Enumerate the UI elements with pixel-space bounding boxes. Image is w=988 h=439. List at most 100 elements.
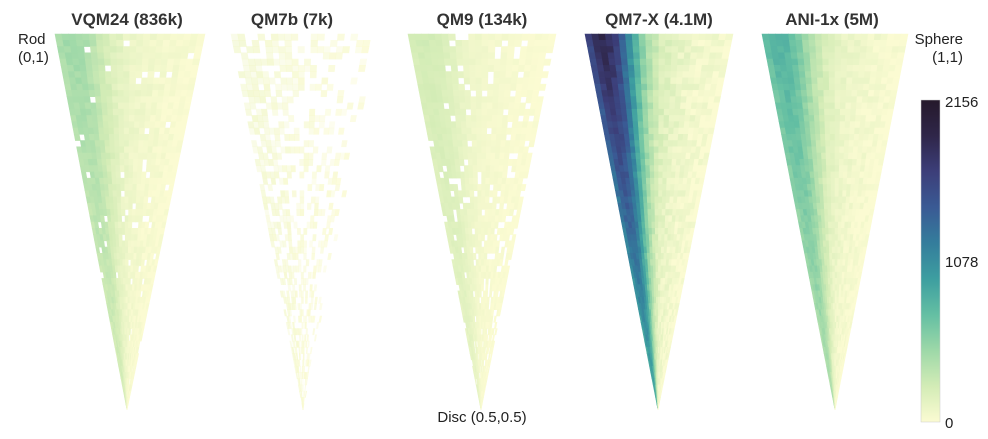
density-cell [803, 115, 810, 123]
density-cell [859, 58, 867, 66]
density-cell [498, 90, 506, 97]
density-cell [866, 46, 874, 54]
density-cell [811, 146, 818, 154]
density-cell [484, 365, 487, 373]
density-cell [806, 90, 814, 97]
density-cell [505, 71, 513, 79]
density-cell [129, 90, 136, 97]
density-cell [509, 227, 515, 235]
density-cell [414, 33, 423, 41]
density-cell [487, 96, 494, 104]
density-cell [316, 321, 320, 329]
density-cell [490, 152, 496, 160]
density-cell [477, 202, 482, 210]
density-cell [233, 46, 242, 54]
density-cell [853, 140, 860, 148]
density-cell [260, 165, 267, 173]
density-cell [781, 33, 790, 41]
density-cell [708, 121, 716, 129]
density-cell [665, 33, 673, 41]
density-cell [451, 127, 458, 135]
density-cell [110, 165, 117, 173]
density-cell [658, 246, 662, 254]
density-cell [468, 52, 476, 60]
density-cell [276, 221, 282, 229]
density-cell [648, 140, 655, 148]
density-cell [481, 159, 487, 166]
density-cell [658, 152, 664, 160]
density-cell [520, 184, 527, 191]
density-cell [102, 39, 111, 47]
density-cell [150, 102, 158, 110]
density-cell [843, 159, 849, 166]
density-cell [144, 221, 150, 229]
density-cell [830, 146, 836, 154]
density-cell [476, 353, 479, 361]
density-cell [829, 140, 836, 148]
density-cell [797, 58, 805, 66]
density-cell [117, 209, 122, 217]
density-cell [449, 215, 455, 223]
density-cell [492, 83, 500, 91]
density-cell [485, 177, 491, 185]
density-cell [791, 58, 799, 66]
density-cell [676, 71, 684, 79]
density-cell [475, 240, 479, 248]
density-cell [652, 83, 660, 91]
density-cell [630, 146, 637, 154]
density-cell [475, 90, 483, 97]
density-cell [438, 65, 446, 72]
density-cell [471, 133, 478, 141]
density-cell [662, 177, 668, 185]
density-cell [294, 253, 299, 260]
density-cell [529, 133, 537, 141]
density-cell [848, 140, 855, 148]
density-cell [350, 33, 359, 41]
density-cell [818, 102, 825, 110]
density-cell [303, 165, 309, 173]
density-cell [288, 115, 295, 123]
density-cell [460, 177, 466, 185]
density-cell [91, 115, 99, 123]
density-cell [457, 140, 464, 148]
density-cell [299, 146, 305, 154]
density-cell [123, 90, 130, 97]
density-cell [276, 271, 281, 279]
density-cell [636, 108, 644, 116]
density-cell [646, 77, 654, 85]
density-cell [494, 159, 500, 166]
density-cell [522, 115, 530, 123]
density-cell [888, 96, 897, 104]
density-cell [658, 133, 664, 141]
density-cell [491, 202, 497, 210]
density-cell [655, 284, 659, 292]
density-cell [670, 77, 678, 85]
density-cell [654, 221, 659, 229]
density-cell [148, 46, 157, 54]
density-cell [666, 165, 673, 173]
density-cell [157, 90, 165, 97]
density-cell [115, 177, 121, 185]
density-cell [481, 246, 485, 254]
density-cell [128, 171, 134, 179]
density-cell [450, 121, 457, 129]
density-cell [128, 202, 133, 210]
density-cell [291, 65, 299, 72]
density-cell [628, 71, 636, 79]
density-cell [96, 115, 104, 123]
density-cell [451, 133, 458, 141]
density-cell [264, 133, 271, 141]
density-cell [439, 71, 447, 79]
density-cell [251, 140, 258, 148]
density-cell [494, 328, 498, 336]
density-cell [133, 146, 139, 154]
density-cell [825, 146, 831, 154]
density-cell [668, 121, 675, 129]
density-cell [343, 152, 351, 160]
density-cell [328, 65, 336, 72]
density-cell [671, 52, 679, 60]
density-cell [469, 196, 475, 204]
density-cell [479, 328, 482, 336]
density-cell [822, 171, 828, 179]
density-cell [689, 58, 697, 66]
